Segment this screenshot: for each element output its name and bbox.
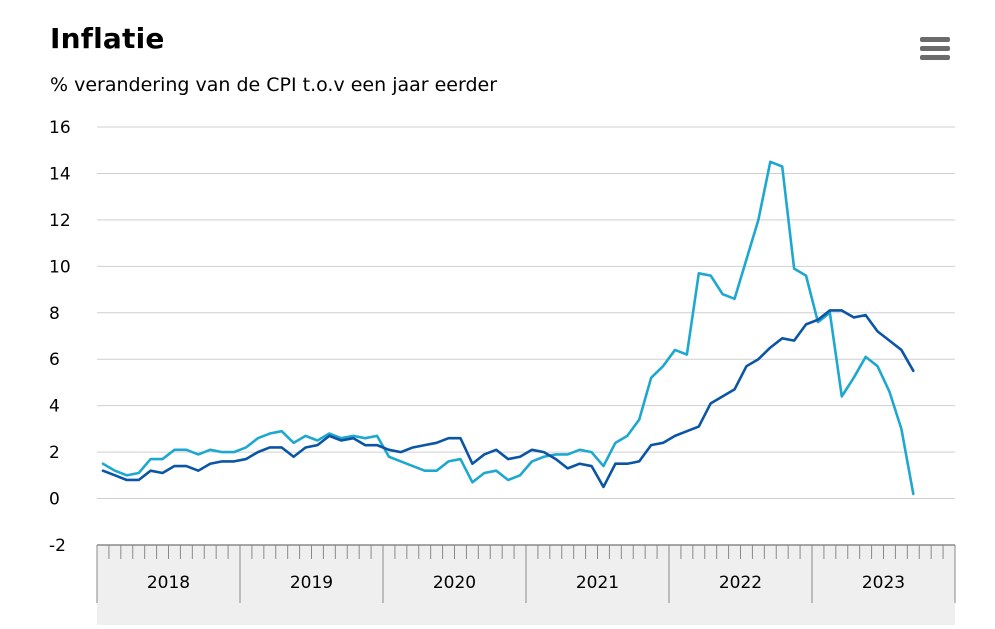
y-tick-label: -2 (49, 536, 66, 556)
y-tick-label: 14 (49, 164, 71, 184)
x-year-label: 2023 (862, 573, 905, 593)
series-line-1 (101, 309, 915, 489)
y-tick-label: 6 (49, 350, 60, 370)
y-tick-label: 12 (49, 211, 71, 231)
chart-title: Inflatie (50, 22, 165, 55)
menu-bar (920, 55, 950, 60)
y-tick-label: 4 (49, 397, 60, 417)
y-tick-label: 16 (49, 118, 71, 138)
x-year-label: 2018 (147, 573, 190, 593)
x-year-label: 2019 (290, 573, 333, 593)
x-year-label: 2022 (719, 573, 762, 593)
menu-bar (920, 37, 950, 42)
series-line-2 (101, 160, 915, 496)
y-tick-label: 0 (49, 490, 60, 510)
menu-bar (920, 46, 950, 51)
y-tick-label: 2 (49, 443, 60, 463)
hamburger-menu-icon[interactable] (914, 34, 956, 64)
chart-subtitle: % verandering van de CPI t.o.v een jaar … (50, 74, 498, 96)
y-tick-label: 8 (49, 304, 60, 324)
x-year-label: 2020 (433, 573, 476, 593)
y-tick-label: 10 (49, 257, 71, 277)
x-year-label: 2021 (576, 573, 619, 593)
